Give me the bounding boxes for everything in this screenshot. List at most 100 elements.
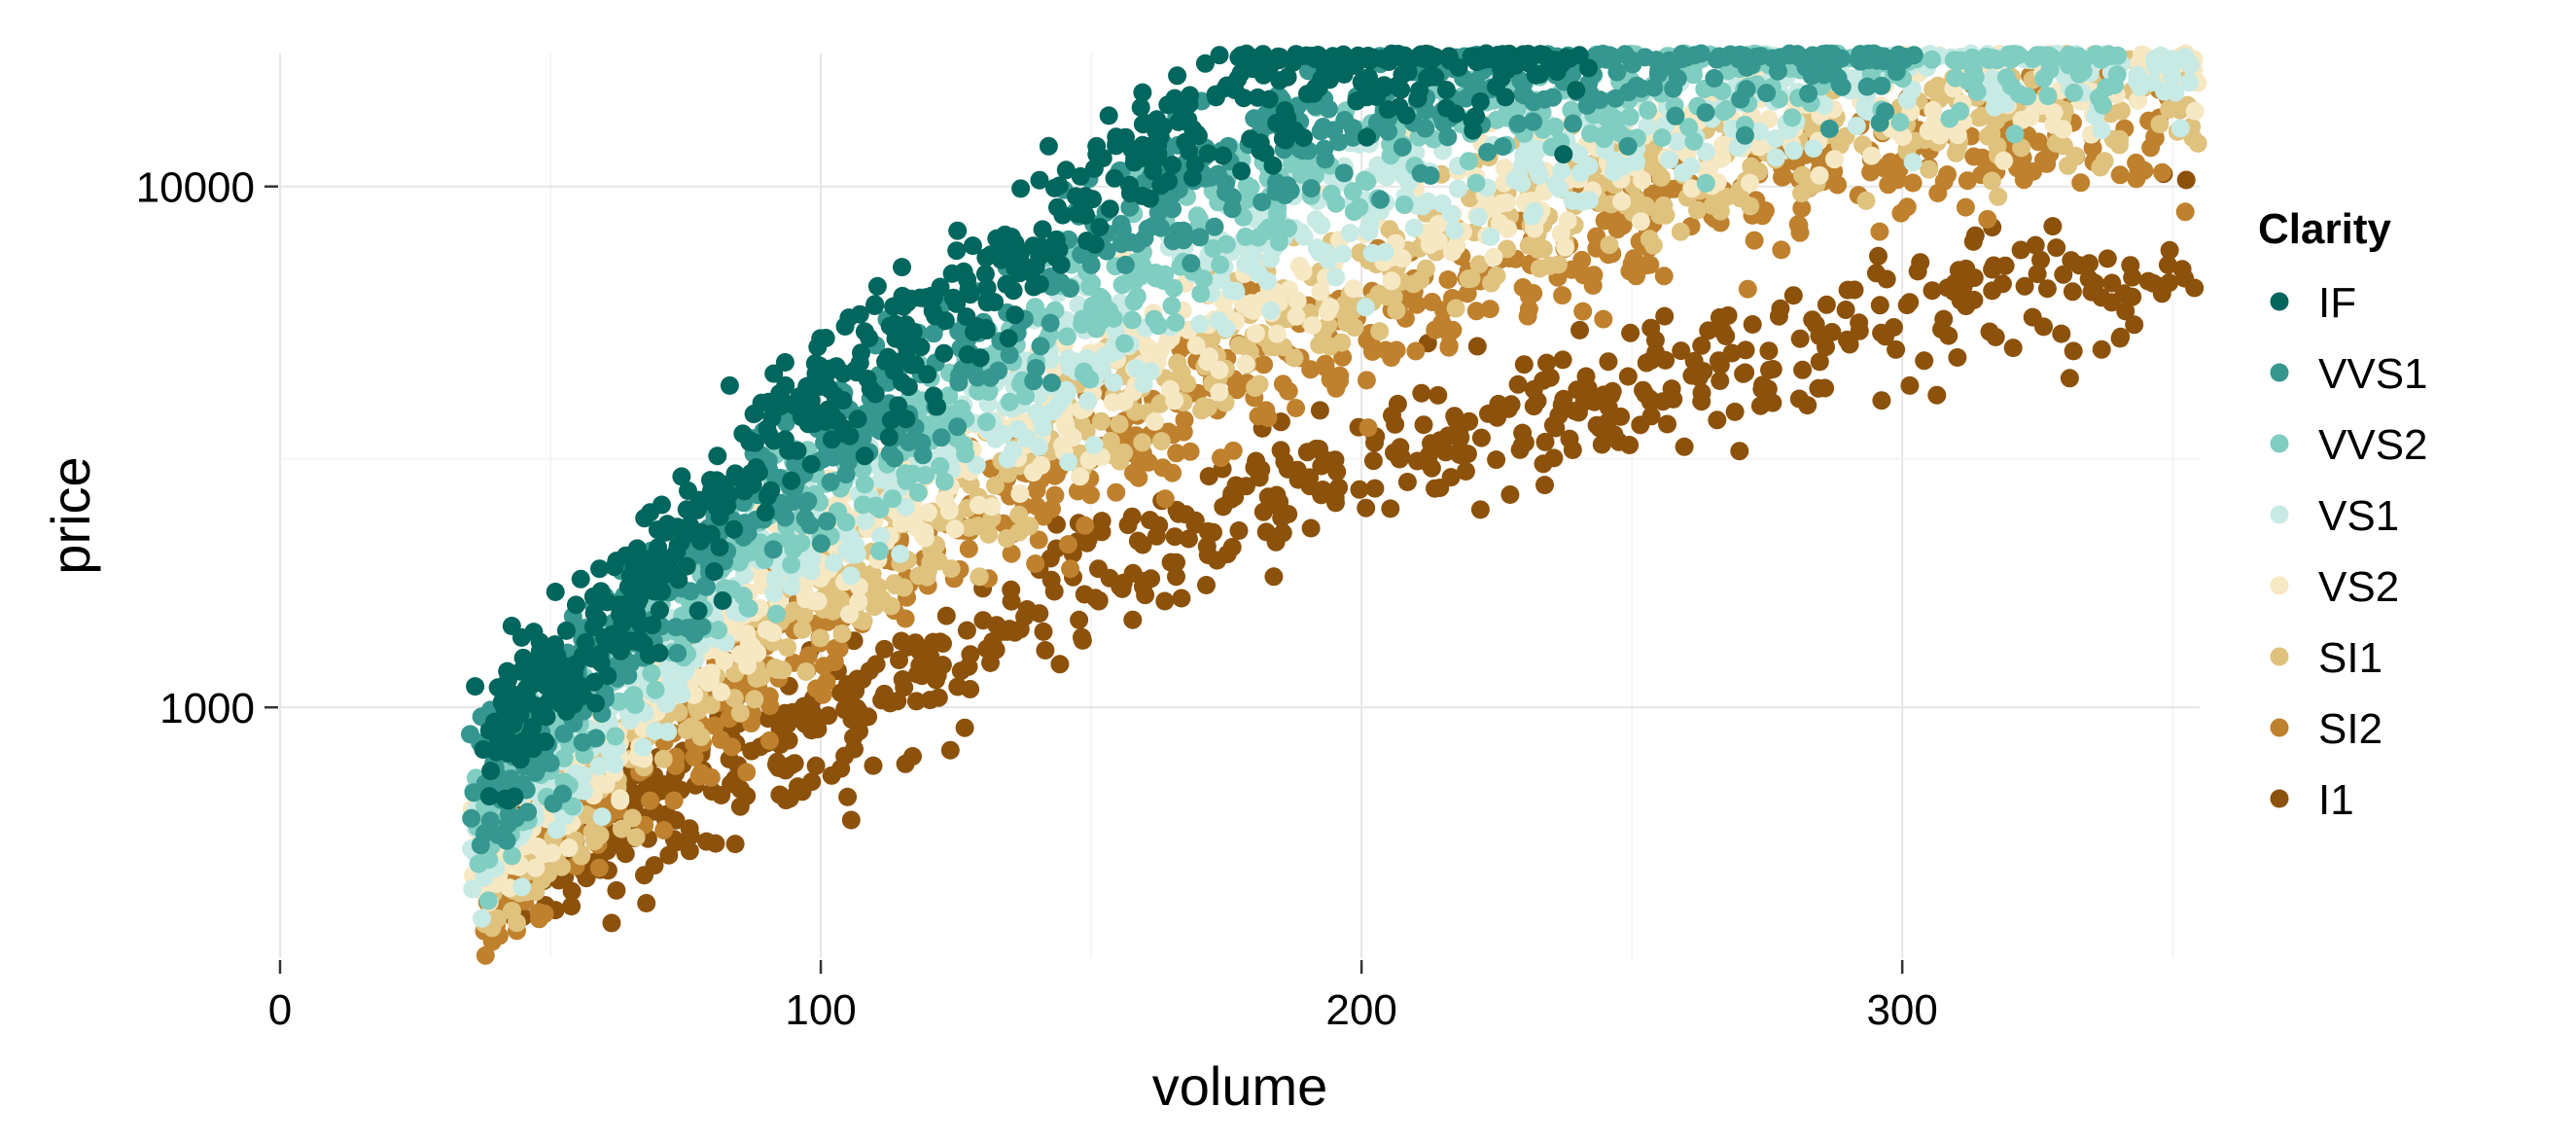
data-point (1856, 191, 1876, 210)
data-point (1127, 287, 1147, 306)
data-point (1115, 255, 1135, 274)
data-point (1141, 511, 1159, 530)
data-point (1036, 641, 1055, 660)
data-point (1263, 156, 1283, 175)
data-point (1042, 374, 1061, 392)
data-point (1757, 84, 1777, 103)
data-point (890, 651, 908, 669)
data-point (1948, 348, 1967, 367)
data-point (1301, 360, 1321, 379)
data-point (924, 386, 943, 406)
data-point (730, 703, 750, 723)
data-point (2005, 125, 2025, 144)
data-point (462, 808, 481, 828)
data-point (2142, 73, 2162, 92)
data-point (1487, 450, 1506, 470)
data-point (1365, 433, 1384, 452)
data-point (955, 718, 974, 737)
data-point (1809, 378, 1828, 398)
data-point (1780, 46, 1799, 65)
data-point (1209, 311, 1228, 331)
data-point (1406, 341, 1426, 361)
data-point (1810, 165, 1829, 185)
data-point (1989, 187, 2008, 206)
data-point (1430, 479, 1450, 497)
data-point (906, 692, 926, 711)
data-point (896, 754, 915, 773)
data-point (2145, 50, 2164, 69)
data-point (959, 657, 978, 676)
data-point (2170, 119, 2190, 138)
data-point (1478, 142, 1498, 161)
data-point (1897, 296, 1917, 315)
data-point (1615, 45, 1635, 64)
data-point (765, 569, 785, 589)
data-point (1802, 50, 1821, 69)
data-point (796, 589, 815, 609)
data-point (2064, 83, 2084, 102)
data-point (1128, 531, 1147, 551)
data-point (1059, 452, 1078, 472)
data-point (1257, 271, 1277, 291)
data-point (1163, 463, 1182, 482)
data-point (1081, 255, 1101, 274)
data-point (1382, 271, 1401, 291)
data-point (1394, 195, 1414, 214)
data-point (1430, 431, 1450, 450)
data-point (1041, 313, 1060, 333)
data-point (1316, 354, 1335, 374)
data-point (1599, 352, 1618, 372)
data-point (1963, 232, 1983, 251)
data-point (1466, 173, 1486, 193)
data-point (982, 497, 1002, 517)
data-point (970, 567, 989, 587)
data-point (1565, 402, 1584, 420)
data-point (1881, 153, 1900, 172)
data-point (697, 832, 716, 851)
data-point (1110, 414, 1129, 434)
data-point (1713, 322, 1733, 341)
data-point (1872, 76, 1891, 95)
data-point (947, 241, 967, 261)
data-point (1261, 301, 1281, 320)
data-point (1229, 521, 1249, 540)
data-point (915, 528, 935, 548)
data-point (1280, 280, 1299, 300)
data-point (1426, 320, 1445, 339)
data-point (1004, 441, 1023, 460)
data-point (562, 881, 582, 901)
data-point (2181, 55, 2200, 75)
data-point (1163, 232, 1182, 251)
data-point (2054, 265, 2073, 284)
data-point (924, 632, 943, 652)
data-point (840, 691, 860, 710)
data-point (1078, 391, 1098, 410)
data-point (831, 759, 851, 778)
data-point (1782, 108, 1802, 127)
data-point (1369, 284, 1389, 303)
data-point (1041, 570, 1061, 589)
data-point (1828, 68, 1848, 88)
data-point (1973, 148, 1992, 167)
data-point (759, 731, 779, 750)
data-point (1988, 51, 2007, 70)
data-point (814, 657, 833, 676)
data-point (888, 692, 907, 711)
data-point (1856, 94, 1876, 114)
data-point (1229, 336, 1249, 355)
data-point (1073, 627, 1091, 647)
data-point (653, 495, 671, 515)
data-point (2110, 165, 2130, 185)
data-point (850, 722, 868, 741)
data-point (1027, 481, 1046, 500)
data-point (1458, 284, 1477, 303)
data-point (1552, 161, 1571, 180)
data-point (1759, 341, 1779, 361)
data-point (1956, 197, 1975, 217)
data-point (2059, 55, 2078, 75)
data-point (1237, 477, 1255, 496)
data-point (1570, 320, 1589, 339)
data-point (1031, 337, 1050, 356)
data-point (1358, 127, 1377, 147)
data-point (1760, 360, 1779, 379)
